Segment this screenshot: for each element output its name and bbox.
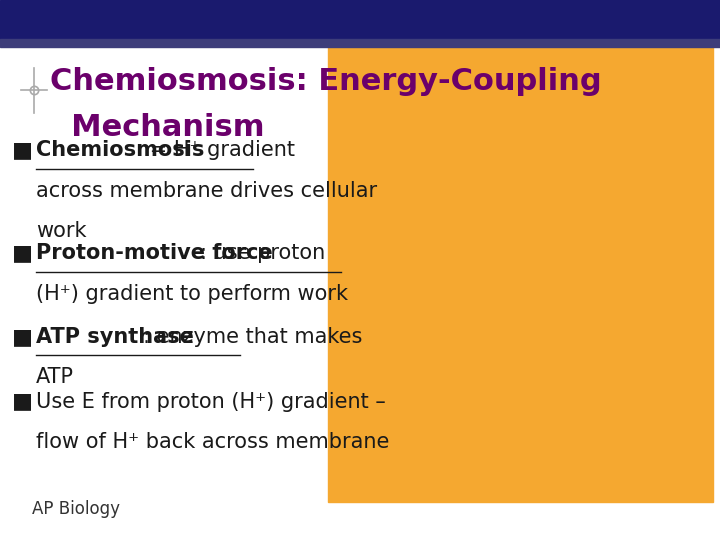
Text: ■: ■ — [12, 392, 33, 411]
Text: work: work — [36, 221, 86, 241]
Text: (H⁺) gradient to perform work: (H⁺) gradient to perform work — [36, 284, 348, 303]
Text: across membrane drives cellular: across membrane drives cellular — [36, 181, 377, 201]
Text: Chemiosmosis: Energy-Coupling: Chemiosmosis: Energy-Coupling — [50, 68, 602, 97]
Text: Mechanism: Mechanism — [50, 113, 265, 143]
Bar — [0, 39, 720, 47]
Text: ATP: ATP — [36, 367, 74, 387]
Bar — [328, 38, 713, 502]
Text: = H⁺ gradient: = H⁺ gradient — [143, 140, 294, 160]
Text: ■: ■ — [12, 140, 33, 160]
Text: flow of H⁺ back across membrane: flow of H⁺ back across membrane — [36, 432, 390, 452]
Text: ■: ■ — [12, 327, 33, 347]
Text: ■: ■ — [12, 243, 33, 263]
Text: Proton-motive force: Proton-motive force — [36, 243, 273, 263]
Bar — [0, 0, 720, 39]
Text: Use E from proton (H⁺) gradient –: Use E from proton (H⁺) gradient – — [36, 392, 386, 411]
Text: : use proton: : use proton — [200, 243, 325, 263]
Text: AP Biology: AP Biology — [32, 501, 120, 518]
Text: : enzyme that makes: : enzyme that makes — [143, 327, 362, 347]
Text: Chemiosmosis: Chemiosmosis — [36, 140, 204, 160]
Text: ATP synthase: ATP synthase — [36, 327, 194, 347]
